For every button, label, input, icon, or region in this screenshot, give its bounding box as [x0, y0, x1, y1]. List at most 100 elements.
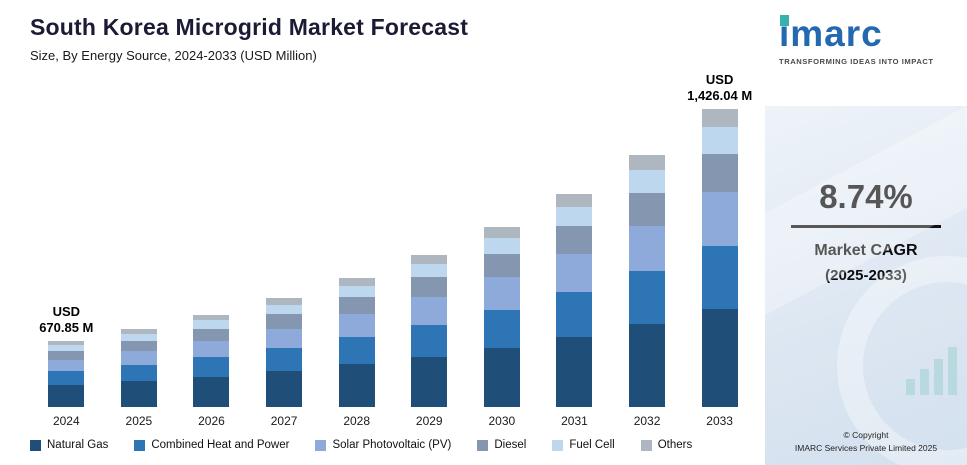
logo-zone: imarc TRANSFORMING IDEAS INTO IMPACT [765, 0, 967, 106]
bar-segment [411, 263, 448, 278]
bar-segment [266, 304, 303, 315]
bar-segment [483, 237, 520, 254]
chart-legend: Natural Gas Combined Heat and Power Solar … [30, 439, 756, 451]
bar-area [393, 65, 466, 407]
legend-swatch [552, 439, 564, 451]
logo-text: imarc [779, 13, 883, 54]
bar-segment [701, 192, 738, 247]
bar-segment [266, 348, 303, 372]
bar-segment [411, 356, 448, 407]
bar-segment [629, 170, 666, 193]
bar-segment [120, 333, 157, 341]
bar-segment [266, 314, 303, 329]
legend-label: Solar Photovoltaic (PV) [332, 439, 452, 451]
bar-column: 2030 [466, 65, 539, 428]
cagr-zone: 8.74% Market CAGR (2025-2033) © Copyrigh… [765, 96, 967, 465]
bar-area: USD 1,426.04 M [683, 65, 756, 407]
bar-segment [411, 324, 448, 357]
bar-segment [338, 297, 375, 315]
legend-swatch [30, 439, 41, 451]
bar-segment [556, 253, 593, 292]
value-annotation: USD 1,426.04 M [687, 72, 753, 104]
legend-item: Fuel Cell [552, 439, 615, 451]
bar-area [175, 65, 248, 407]
page-title: South Korea Microgrid Market Forecast [30, 14, 469, 40]
bar-segment [48, 341, 85, 346]
x-axis-label: 2027 [270, 414, 298, 428]
bar-area [320, 65, 393, 407]
bar-segment [193, 314, 230, 321]
bar-area [611, 65, 684, 407]
legend-item: Solar Photovoltaic (PV) [315, 439, 451, 451]
stacked-bar [629, 155, 666, 407]
bar-segment [556, 291, 593, 337]
bar-segment [701, 153, 738, 193]
bar-segment [193, 376, 230, 407]
x-axis-label: 2032 [633, 414, 661, 428]
bar-area [538, 65, 611, 407]
chart-subtitle: Size, By Energy Source, 2024-2033 (USD M… [30, 48, 317, 63]
bar-segment [120, 340, 157, 351]
bar-column: 2028 [320, 65, 393, 428]
bar-segment [120, 364, 157, 382]
bar-segment [556, 336, 593, 407]
legend-item: Combined Heat and Power [134, 439, 289, 451]
cagr-label: Market CAGR [814, 241, 918, 259]
legend-label: Diesel [494, 439, 527, 451]
legend-swatch [315, 439, 327, 451]
bar-segment [120, 350, 157, 365]
copyright: © Copyright IMARC Services Private Limit… [765, 430, 967, 453]
bar-segment [629, 270, 666, 324]
logo-tagline: TRANSFORMING IDEAS INTO IMPACT [779, 57, 934, 66]
bar-area [466, 65, 539, 407]
stacked-bar [193, 314, 230, 407]
bar-segment [193, 340, 230, 358]
bar-segment [266, 298, 303, 305]
bar-column: 2031 [538, 65, 611, 428]
legend-item: Natural Gas [30, 439, 108, 451]
bar-segment [266, 328, 303, 349]
bar-segment [411, 277, 448, 298]
bar-segment [701, 308, 738, 407]
bar-segment [556, 193, 593, 207]
bar-segment [338, 314, 375, 338]
bar-segment [556, 225, 593, 254]
stacked-bar [701, 109, 738, 407]
bar-segment [48, 345, 85, 351]
bar-segment [266, 371, 303, 407]
bar-segment [629, 192, 666, 226]
stacked-bar-chart: USD 670.85 M 2024 2025 2026 2027 2028 2029 2030 2… [30, 65, 756, 428]
value-annotation: USD 670.85 M [39, 304, 94, 336]
legend-label: Combined Heat and Power [151, 439, 290, 451]
stacked-bar [48, 341, 85, 407]
chart-panel: South Korea Microgrid Market Forecast Si… [30, 14, 756, 451]
bar-segment [629, 225, 666, 271]
logo-accent-icon [780, 15, 789, 26]
legend-item: Others [640, 439, 692, 451]
bar-segment [193, 328, 230, 341]
cagr-value: 8.74% [819, 178, 913, 215]
x-axis-label: 2026 [198, 414, 225, 428]
x-axis-label: 2031 [561, 414, 588, 428]
bar-segment [338, 278, 375, 286]
x-axis-label: 2030 [488, 414, 516, 428]
bar-area [103, 65, 176, 407]
bar-column: 2029 [393, 65, 466, 428]
bar-segment [120, 381, 157, 407]
bar-segment [48, 371, 85, 386]
x-axis-label: 2025 [125, 414, 153, 428]
bar-segment [629, 323, 666, 407]
x-axis-label: 2024 [52, 414, 80, 428]
bar-segment [193, 357, 230, 377]
cagr-divider [791, 225, 941, 228]
bar-segment [483, 253, 520, 278]
bar-segment [411, 297, 448, 325]
legend-swatch [477, 439, 489, 451]
legend-swatch [640, 439, 652, 451]
bar-segment [483, 277, 520, 310]
bar-segment [338, 285, 375, 298]
bar-segment [120, 329, 157, 334]
bar-segment [48, 350, 85, 360]
bar-area: USD 670.85 M [30, 65, 103, 407]
stacked-bar [556, 193, 593, 407]
